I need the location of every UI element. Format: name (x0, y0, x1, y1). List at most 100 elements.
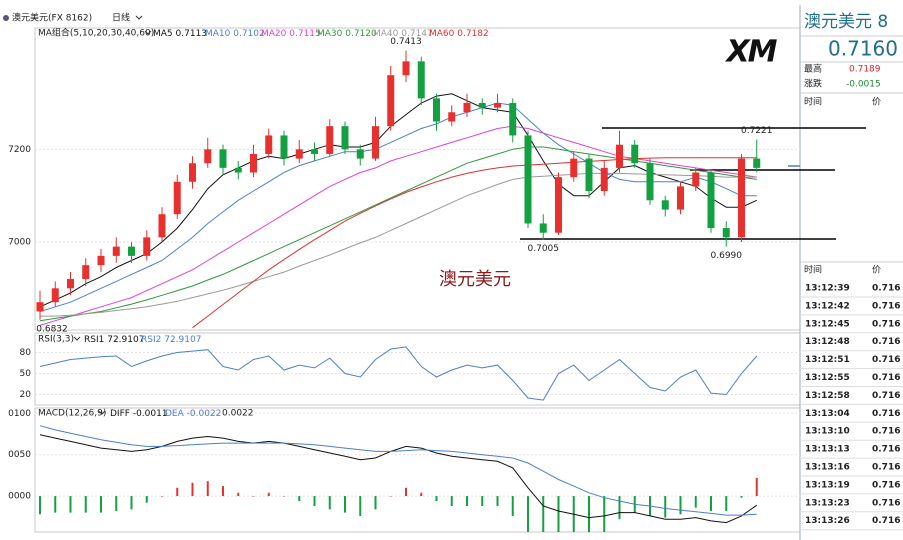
candle-body (143, 237, 151, 256)
macd-bar (130, 496, 133, 510)
macd-bar (496, 496, 499, 506)
macd-bar (176, 487, 179, 497)
macd-bar (39, 496, 41, 515)
indicator-chevron (98, 410, 106, 415)
tick-time: 13:12:42 (805, 301, 850, 311)
price-header: 价 (872, 265, 881, 276)
candle-body (692, 172, 700, 187)
macd-bar (191, 482, 194, 497)
macd-bar (54, 496, 57, 513)
candle-body (250, 153, 257, 173)
candle-body (372, 126, 379, 159)
tick-time: 13:12:45 (805, 319, 850, 329)
macd-bar (511, 496, 514, 516)
tick-time: 13:12:51 (805, 355, 850, 365)
candle-body (189, 163, 196, 182)
candle-body (677, 186, 684, 210)
candle-body (128, 246, 135, 256)
tick-price: 0.716 (872, 427, 900, 437)
macd-bar (252, 496, 255, 497)
legend-entry: RSI1 72.9107 (84, 335, 144, 345)
candle-body (555, 177, 562, 233)
legend-text: DIFF (110, 409, 130, 419)
candle-body (433, 98, 440, 122)
candle-body (67, 279, 74, 289)
candle-body (97, 255, 105, 266)
indicator-title: MACD(12,26,9) (38, 409, 106, 419)
price-annotation: 0.7413 (390, 37, 422, 47)
macd-bar (405, 487, 407, 497)
macd-bar (283, 496, 285, 497)
candle-body (539, 223, 547, 233)
tick-time: 13:13:19 (805, 480, 850, 490)
candle-body (509, 103, 517, 136)
high-value: 0.7189 (849, 65, 881, 75)
candle-body (387, 75, 395, 127)
legend-entry: MA40 0.7147 (373, 29, 433, 39)
y-tick-label: 7200 (8, 145, 31, 155)
legend-entry: DIFF -0.0011 (110, 409, 168, 419)
ma-line (192, 157, 757, 329)
candle-body (158, 214, 166, 238)
y-tick-label: 50 (20, 369, 32, 379)
tick-price: 0.716 (872, 480, 900, 490)
legend-text: 72.9107 (164, 335, 201, 345)
candle-body (570, 158, 578, 178)
candle-body (738, 158, 745, 238)
macd-bar (450, 496, 453, 506)
candle-body (51, 288, 59, 303)
price-header: 价 (872, 97, 881, 108)
header-title: 澳元美元(FX 8162) (12, 12, 92, 24)
legend-text: MA5 (153, 29, 173, 39)
main-panel (34, 27, 801, 331)
macd-bar (618, 496, 621, 520)
side-panel: 澳元美元 8 0.7160 最高 0.7189 涨跌 -0.0015 时间 价 … (800, 12, 903, 531)
macd-bar (466, 496, 468, 506)
legend-entry: MA10 0.7102 (205, 29, 265, 39)
tick-price: 0.716 (872, 516, 900, 526)
tick-time: 13:13:26 (805, 516, 850, 526)
tick-price: 0.716 (872, 284, 900, 294)
macd-bar (679, 496, 682, 515)
tick-time: 13:13:04 (805, 409, 850, 419)
candle-body (326, 126, 334, 154)
macd-bar (206, 481, 209, 497)
macd-bar (267, 492, 270, 497)
tick-time: 13:13:10 (805, 427, 850, 437)
candle-body (36, 302, 44, 312)
price-annotation: 0.7221 (741, 126, 773, 136)
legend-entry: MA30 0.7120 (317, 29, 377, 39)
tick-price: 0.716 (872, 463, 900, 473)
candle-body (448, 112, 456, 122)
macd-panel (34, 407, 801, 533)
period-chevron[interactable] (135, 15, 143, 20)
side-price: 0.7160 (828, 37, 898, 61)
y-tick-label: 80 (20, 348, 32, 358)
time-header: 时间 (804, 264, 822, 276)
candle-body (234, 167, 242, 173)
macd-bar (145, 496, 148, 503)
candle-body (219, 149, 227, 168)
candle-body (463, 103, 471, 113)
y-tick-label: 0100 (8, 409, 31, 419)
header-period[interactable]: 日线 (112, 12, 130, 24)
change-label: 涨跌 (804, 79, 822, 90)
y-tick-label: 20 (20, 390, 32, 400)
legend-text: 0.7113 (176, 29, 208, 39)
legend-text: 0.7182 (457, 29, 489, 39)
legend-text: MA40 (373, 29, 399, 39)
candle-body (646, 163, 654, 201)
legend-entry: MA20 0.7115 (261, 29, 321, 39)
logo-box (712, 30, 790, 74)
candle-body (112, 246, 120, 256)
header-icon (3, 15, 9, 21)
legend-text: RSI1 (84, 335, 104, 345)
indicator-chevron (73, 336, 81, 341)
candle-body (478, 103, 486, 108)
macd-bar (557, 496, 560, 532)
candle-body (722, 228, 730, 238)
macd-bar (237, 492, 240, 497)
legend-text: 0.7147 (401, 29, 433, 39)
macd-bar (725, 496, 728, 511)
